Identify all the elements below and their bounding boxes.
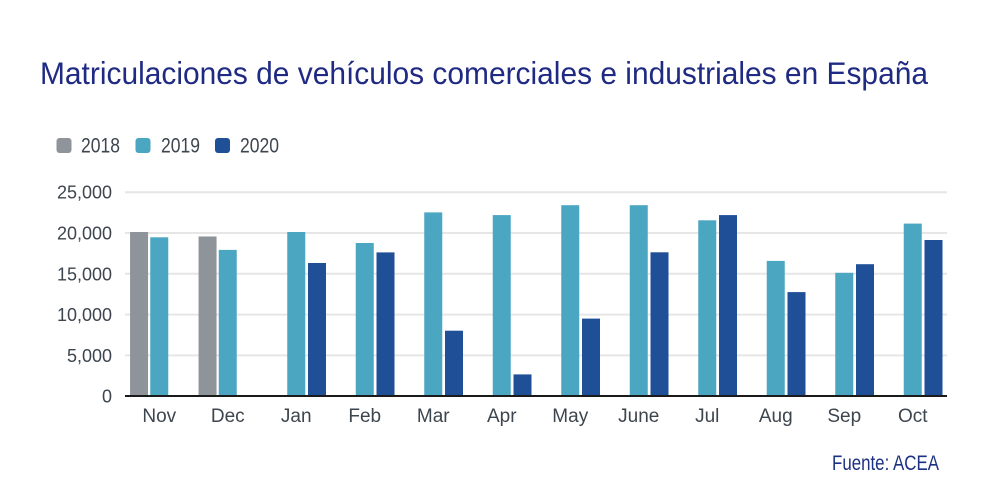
svg-text:Mar: Mar (417, 406, 450, 427)
svg-text:Sep: Sep (827, 406, 861, 427)
svg-text:2018: 2018 (81, 135, 120, 158)
svg-text:15,000: 15,000 (57, 264, 112, 284)
svg-text:Oct: Oct (898, 406, 928, 427)
svg-text:2020: 2020 (240, 135, 279, 158)
svg-text:Fuente: ACEA: Fuente: ACEA (832, 452, 939, 475)
svg-text:5,000: 5,000 (67, 346, 112, 366)
svg-text:Nov: Nov (142, 406, 176, 427)
svg-text:Aug: Aug (759, 406, 793, 427)
svg-text:Jan: Jan (281, 406, 312, 427)
svg-text:2019: 2019 (161, 135, 200, 158)
svg-text:25,000: 25,000 (57, 183, 112, 203)
svg-text:Apr: Apr (487, 406, 517, 427)
svg-text:Matriculaciones de vehículos c: Matriculaciones de vehículos comerciales… (40, 55, 928, 91)
svg-text:Jul: Jul (695, 406, 719, 427)
svg-text:Dec: Dec (211, 406, 245, 427)
svg-text:Feb: Feb (348, 406, 381, 427)
svg-text:0: 0 (102, 387, 112, 407)
svg-text:10,000: 10,000 (57, 305, 112, 325)
svg-text:20,000: 20,000 (57, 224, 112, 244)
svg-text:May: May (552, 406, 588, 427)
svg-text:June: June (618, 406, 659, 427)
